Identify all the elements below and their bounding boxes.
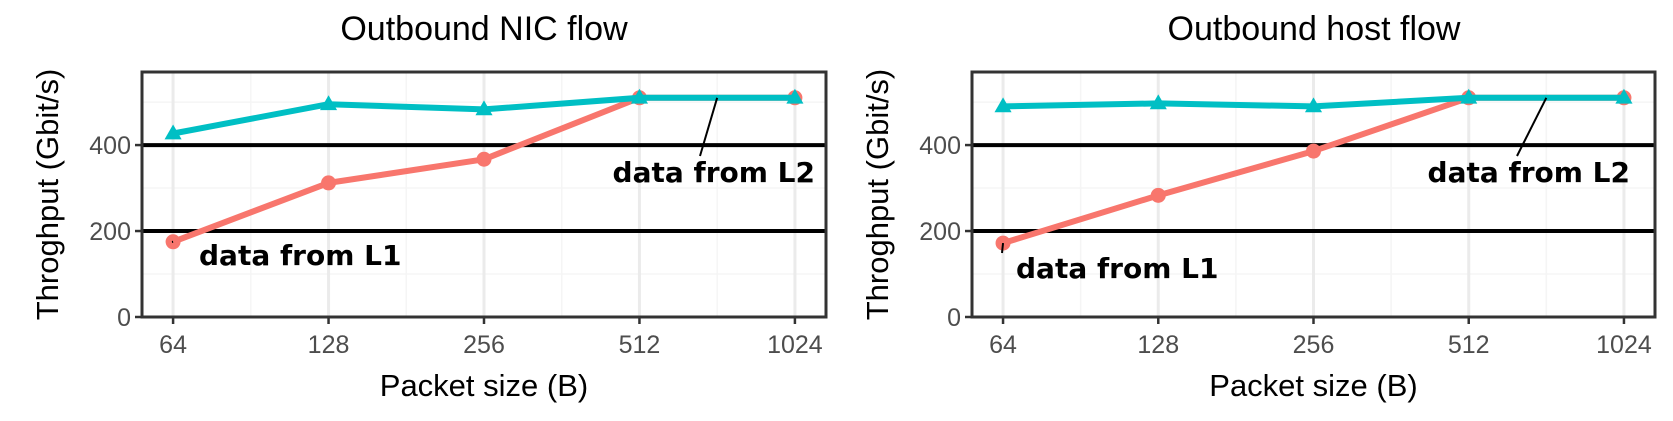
annotation-label: data from L1 xyxy=(199,239,401,272)
data-point-l2 xyxy=(1460,88,1478,104)
y-tick-label: 0 xyxy=(947,304,961,332)
chart-panel-2: data from L1 data from L2 64 128 256 512 1024 0… xyxy=(860,10,1657,403)
y-tick-label: 400 xyxy=(919,132,961,160)
data-point-l2 xyxy=(1304,97,1323,113)
x-tick-label: 1024 xyxy=(767,331,823,359)
annotation-leader xyxy=(1001,242,1005,254)
x-tick-label: 256 xyxy=(463,331,505,359)
annotation-label: data from L2 xyxy=(1428,156,1630,189)
data-point-l2 xyxy=(164,124,182,140)
data-point-l2 xyxy=(994,97,1012,113)
x-tick-label: 512 xyxy=(1448,331,1490,359)
annotation-leader xyxy=(699,97,719,157)
chart-panel-1: data from L1 data from L2 64 128 256 512 1024 0… xyxy=(30,10,828,403)
y-axis-title: Throghput (Gbit/s) xyxy=(860,69,895,321)
data-point-l1 xyxy=(321,175,337,191)
data-point-l1 xyxy=(476,151,492,167)
annotation-label: data from L2 xyxy=(613,156,815,189)
x-tick-label: 128 xyxy=(1137,331,1179,359)
data-point-l2 xyxy=(1615,88,1633,104)
y-tick-label: 200 xyxy=(89,218,131,246)
annotation-label: data from L1 xyxy=(1016,252,1218,285)
x-tick-label: 512 xyxy=(619,331,661,359)
data-point-l1 xyxy=(1150,187,1166,203)
annotation-leader xyxy=(1516,97,1548,157)
x-tick-label: 256 xyxy=(1293,331,1335,359)
y-tick-label: 0 xyxy=(117,304,131,332)
y-tick-label: 400 xyxy=(89,132,131,160)
x-tick-label: 128 xyxy=(308,331,350,359)
x-axis-title: Packet size (B) xyxy=(1209,368,1417,403)
data-point-l2 xyxy=(630,88,649,104)
x-tick-label: 64 xyxy=(159,331,187,359)
data-point-l2 xyxy=(475,100,493,116)
data-point-l2 xyxy=(786,88,804,104)
chart-title: Outbound host flow xyxy=(1168,10,1461,48)
x-axis-title: Packet size (B) xyxy=(380,368,588,403)
x-tick-label: 1024 xyxy=(1596,331,1652,359)
data-point-l2 xyxy=(1149,94,1167,110)
data-point-l1 xyxy=(1306,143,1321,159)
chart-title: Outbound NIC flow xyxy=(340,10,628,48)
y-axis-title: Throghput (Gbit/s) xyxy=(30,69,65,321)
y-tick-label: 200 xyxy=(919,218,961,246)
x-tick-label: 64 xyxy=(989,331,1017,359)
data-point-l2 xyxy=(319,95,338,111)
